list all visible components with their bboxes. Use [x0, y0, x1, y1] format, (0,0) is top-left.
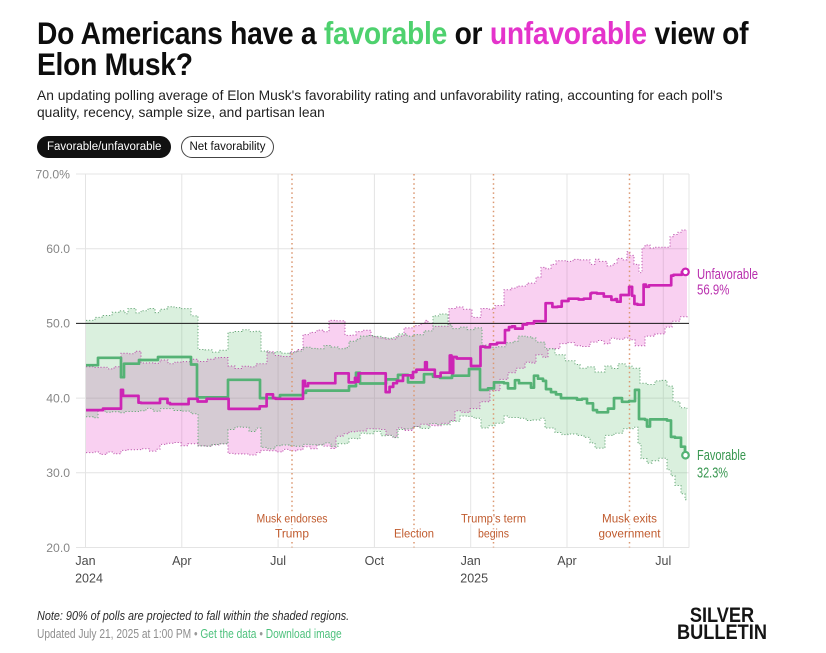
svg-text:60.0: 60.0 — [46, 242, 70, 256]
svg-text:Jan: Jan — [75, 554, 95, 568]
svg-text:2025: 2025 — [460, 572, 488, 586]
svg-text:Jul: Jul — [270, 554, 286, 568]
svg-text:40.0: 40.0 — [46, 391, 70, 405]
svg-text:Apr: Apr — [557, 554, 576, 568]
svg-text:70.0%: 70.0% — [35, 167, 70, 181]
svg-text:Musk endorses: Musk endorses — [257, 512, 328, 526]
svg-text:Musk exits: Musk exits — [602, 512, 657, 526]
svg-text:30.0: 30.0 — [46, 466, 70, 480]
svg-text:Jul: Jul — [655, 554, 671, 568]
svg-text:begins: begins — [478, 527, 509, 541]
svg-text:20.0: 20.0 — [46, 541, 70, 555]
svg-text:56.9%: 56.9% — [697, 283, 730, 299]
svg-text:2024: 2024 — [75, 572, 103, 586]
svg-text:32.3%: 32.3% — [697, 466, 728, 482]
svg-text:Trump's term: Trump's term — [461, 512, 526, 526]
svg-text:Jan: Jan — [461, 554, 481, 568]
svg-text:Trump: Trump — [275, 527, 309, 541]
svg-text:government: government — [599, 527, 662, 541]
svg-text:Oct: Oct — [365, 554, 385, 568]
svg-text:50.0: 50.0 — [46, 317, 70, 331]
svg-text:Unfavorable: Unfavorable — [697, 267, 758, 283]
svg-text:Election: Election — [394, 527, 434, 541]
svg-text:Apr: Apr — [172, 554, 191, 568]
svg-text:Favorable: Favorable — [697, 448, 746, 464]
